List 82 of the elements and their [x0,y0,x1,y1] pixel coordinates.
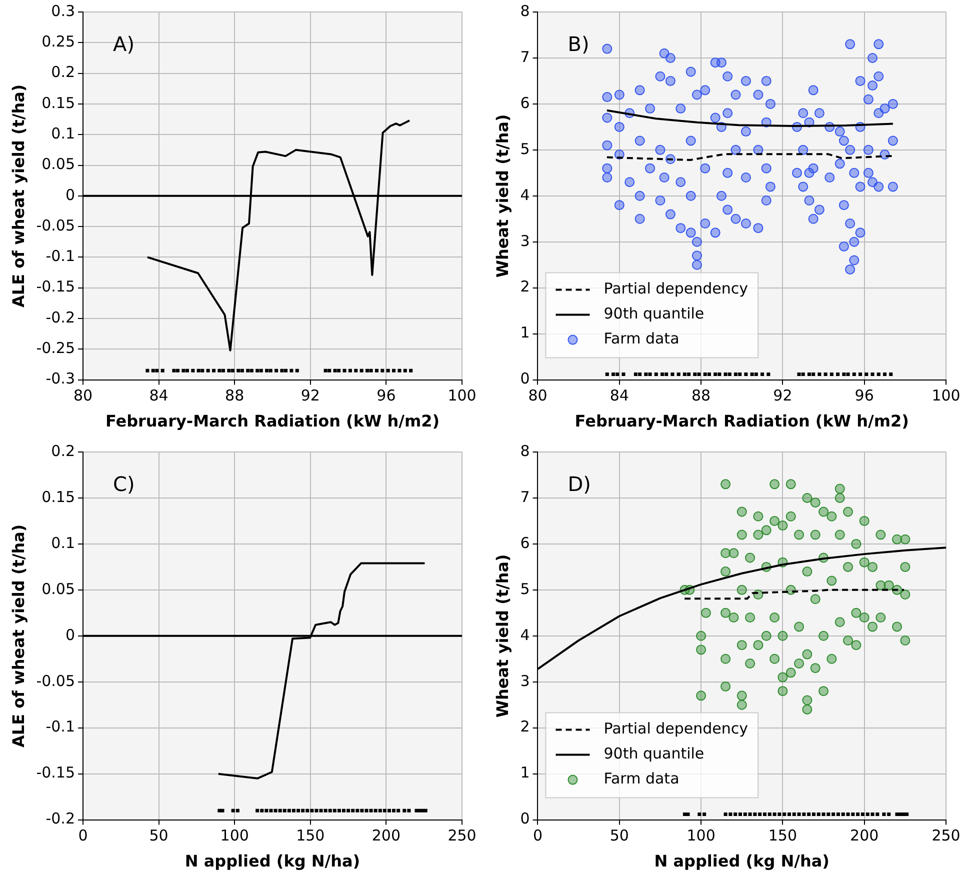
x-tick-label: 0 [78,826,88,845]
y-tick-label: 5 [520,140,530,158]
y-tick-label: 3 [520,672,530,690]
x-tick-label: 50 [610,826,629,845]
x-tick-label: 100 [448,386,476,405]
y-tick-label: 2 [520,278,530,296]
y-tick-label: 4 [520,186,530,204]
x-axis-title: February-March Radiation (kW h/m2) [574,412,909,431]
y-tick-label: 4 [520,626,530,644]
y-tick-label: -0.2 [46,810,76,828]
y-tick-label: -0.25 [36,339,76,358]
legend-label: Farm data [604,330,680,348]
x-tick-label: 80 [73,386,93,405]
y-tick-label: 0.05 [42,155,76,174]
x-tick-label: 100 [686,826,716,845]
x-tick-label: 250 [932,826,960,845]
y-tick-label: 8 [520,2,530,20]
y-tick-label: -0.05 [36,672,76,690]
y-tick-label: 0.1 [51,124,76,142]
x-tick-label: 96 [854,386,874,405]
x-tick-label: 250 [448,826,476,845]
x-tick-label: 80 [528,386,548,405]
x-axis-title: February-March Radiation (kW h/m2) [105,412,440,431]
x-tick-label: 88 [692,386,711,405]
x-tick-label: 200 [850,826,879,845]
x-axis-title: N applied (kg N/ha) [654,852,830,871]
annotation: B) [568,32,590,56]
legend-label: Farm data [604,770,680,788]
y-tick-label: -0.3 [46,370,76,388]
y-tick-label: 0.2 [51,63,76,82]
x-tick-label: 92 [300,386,320,405]
y-tick-label: -0.1 [46,718,76,736]
y-tick-label: -0.15 [36,278,76,296]
x-tick-label: 150 [296,826,325,845]
y-tick-label: 0 [65,186,76,204]
x-tick-label: 150 [768,826,798,845]
y-tick-label: 0.15 [42,94,76,112]
x-tick-label: 88 [225,386,244,405]
y-tick-label: 0.05 [42,580,76,598]
x-tick-label: 96 [376,386,396,405]
y-axis-title: ALE of wheat yield (t/ha) [8,524,28,748]
x-tick-label: 50 [149,826,168,845]
y-axis-title: ALE of wheat yield (t/ha) [8,84,28,308]
x-tick-label: 200 [372,826,401,845]
x-tick-label: 84 [610,386,629,405]
x-tick-label: 0 [532,826,543,845]
y-tick-label: 0 [65,626,76,644]
x-tick-label: 100 [220,826,249,845]
y-tick-label: 0 [520,370,530,388]
legend-label: 90th quantile [604,304,704,323]
y-tick-label: 5 [520,580,530,598]
y-tick-label: 1 [520,764,530,782]
y-tick-label: 0 [520,810,530,828]
y-tick-label: 8 [520,442,530,460]
y-tick-label: -0.15 [36,764,76,782]
y-tick-label: 0.25 [42,32,76,51]
x-axis-title: N applied (kg N/ha) [184,852,360,871]
legend-label: Partial dependency [604,280,748,298]
x-tick-label: 92 [773,386,792,405]
legend-label: 90th quantile [604,744,704,763]
y-tick-label: 0.1 [51,534,76,552]
x-tick-label: 84 [149,386,168,405]
y-tick-label: 6 [520,94,530,112]
annotation: A) [113,32,134,56]
y-axis-title: Wheat yield (t/ha) [492,554,512,718]
y-tick-label: 3 [520,232,530,250]
y-tick-label: 7 [520,488,530,506]
y-tick-label: 1 [520,324,530,342]
y-tick-label: 7 [520,48,530,66]
annotation: D) [568,472,591,496]
y-axis-title: Wheat yield (t/ha) [492,114,512,278]
x-tick-label: 100 [932,386,960,405]
y-tick-label: -0.2 [46,308,76,326]
y-tick-label: -0.1 [46,247,76,266]
y-tick-label: 0.2 [51,442,76,460]
y-tick-label: 0.3 [51,2,76,20]
y-tick-label: 6 [520,534,530,552]
y-tick-label: -0.05 [36,216,76,234]
y-tick-label: 0.15 [42,488,76,506]
legend-label: Partial dependency [604,720,748,738]
y-tick-label: 2 [520,718,530,736]
annotation: C) [113,472,135,496]
